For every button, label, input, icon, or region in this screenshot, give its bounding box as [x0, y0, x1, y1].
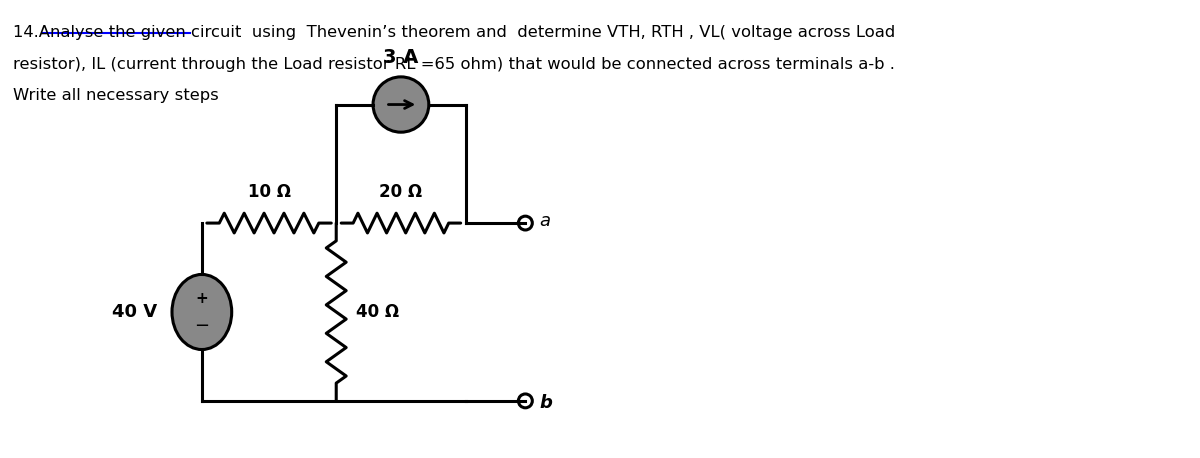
Circle shape — [518, 394, 533, 408]
Circle shape — [373, 77, 428, 132]
Text: 20 Ω: 20 Ω — [379, 183, 422, 202]
Text: +: + — [196, 291, 209, 305]
Text: b: b — [539, 394, 552, 412]
Text: Write all necessary steps: Write all necessary steps — [13, 88, 218, 103]
Text: a: a — [539, 212, 551, 230]
Ellipse shape — [172, 274, 232, 349]
Text: 40 Ω: 40 Ω — [356, 303, 400, 321]
Text: 14.Analyse the given circuit  using  Thevenin’s theorem and  determine VTH, RTH : 14.Analyse the given circuit using Theve… — [13, 26, 895, 40]
Text: resistor), IL (current through the Load resistor RL =65 ohm) that would be conne: resistor), IL (current through the Load … — [13, 57, 895, 72]
Text: 3 A: 3 A — [383, 48, 419, 67]
Circle shape — [518, 216, 533, 230]
Text: −: − — [194, 317, 210, 335]
Text: 10 Ω: 10 Ω — [247, 183, 290, 202]
Text: 40 V: 40 V — [112, 303, 157, 321]
